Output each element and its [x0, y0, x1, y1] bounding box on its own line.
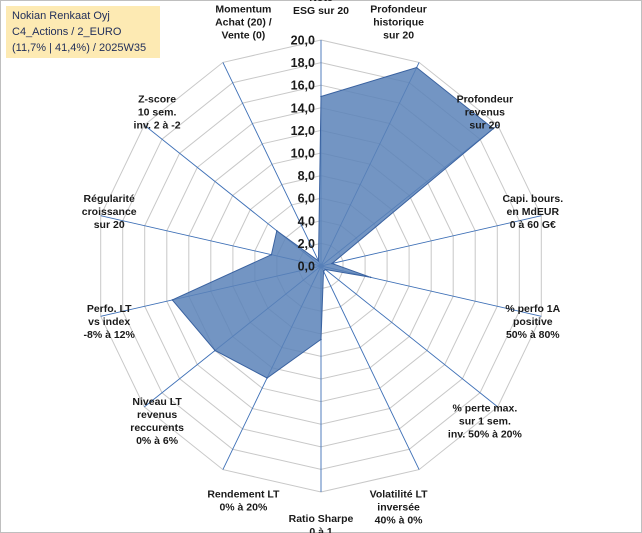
tick-label: 4,0: [298, 214, 315, 228]
tick-label: 2,0: [298, 237, 315, 251]
axis-label: Perfo. LT vs index -8% à 12%: [84, 303, 136, 341]
series-point: [266, 377, 268, 379]
axis-label: % perfo 1A positive 50% à 80%: [505, 303, 560, 341]
axis-label: Profondeur historique sur 20: [370, 4, 427, 42]
radar-tick-labels: 0,0 2,0 4,0 6,0 8,0 10,0 12,0 14,0 16,0 18,0 20,0: [291, 34, 315, 274]
series-point: [214, 349, 216, 352]
series-point: [171, 299, 174, 301]
axis-spoke: [320, 215, 542, 267]
axis-spoke: [320, 265, 498, 408]
stock-name: Nokian Renkaat Oyj: [12, 10, 110, 22]
axis-label: Niveau LT revenus reccurents 0% à 6%: [130, 396, 184, 447]
stock-category: C4_Actions / 2_EURO: [12, 26, 122, 38]
axis-label: Volatilité LT inversée 40% à 0%: [370, 488, 429, 526]
stock-stats: (11,7% | 41,4%) / 2025W35: [12, 42, 147, 54]
axis-spoke: [320, 265, 420, 470]
axis-spoke: [222, 62, 322, 267]
series-point: [320, 338, 322, 341]
axis-label: Z-score 10 sem. inv. 2 à -2: [134, 93, 181, 131]
tick-label: 20,0: [291, 34, 315, 48]
series-point: [270, 253, 273, 256]
tick-label: 12,0: [291, 124, 315, 138]
axis-label: Profondeur revenus sur 20: [457, 93, 514, 131]
series-point: [276, 230, 278, 232]
tick-label: 8,0: [298, 169, 315, 183]
tick-label: 6,0: [298, 192, 315, 206]
series-point: [331, 262, 333, 265]
radar-series: [171, 66, 495, 379]
tick-label: 16,0: [291, 79, 315, 93]
tick-label: 0,0: [298, 260, 315, 274]
stock-info-box: Nokian Renkaat Oyj C4_Actions / 2_EURO (…: [6, 6, 160, 58]
axis-label: % perte max. sur 1 sem. inv. 50% à 20%: [448, 403, 523, 441]
axis-label: Momentum Achat (20) / Vente (0): [215, 4, 272, 42]
series-point: [415, 66, 418, 69]
axis-label: Capi. bours. en MdEUR 0 à 60 G€: [502, 193, 563, 231]
tick-label: 10,0: [291, 147, 315, 161]
series-point: [324, 268, 327, 271]
series-point: [322, 270, 325, 272]
series-point: [369, 276, 372, 279]
axis-label: Ratio Sharpe 0 à 1: [289, 513, 354, 533]
series-point: [320, 95, 322, 98]
series-point: [492, 127, 495, 130]
axis-label: NoteESG sur 20: [293, 0, 349, 17]
series-point: [317, 260, 320, 262]
tick-label: 14,0: [291, 101, 315, 115]
axis-label: Rendement LT 0% à 20%: [207, 488, 280, 513]
tick-label: 18,0: [291, 56, 315, 70]
axis-label: Régularité croissance sur 20: [82, 193, 137, 231]
